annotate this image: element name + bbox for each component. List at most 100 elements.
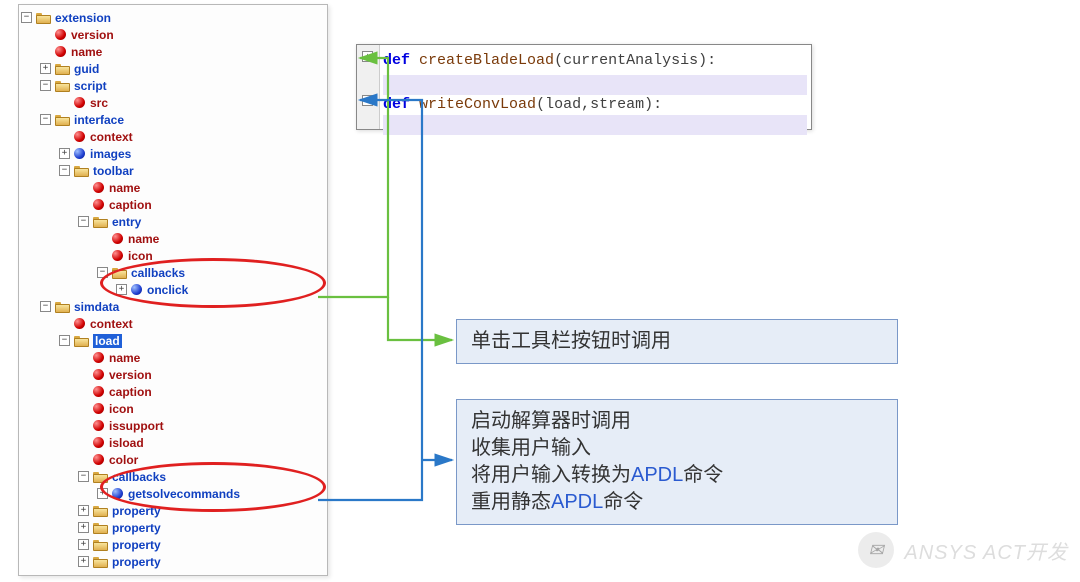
expander-icon[interactable]: − xyxy=(97,267,108,278)
tree-label[interactable]: callbacks xyxy=(112,470,166,484)
tree-label[interactable]: property xyxy=(112,521,161,535)
expander-icon[interactable]: + xyxy=(78,522,89,533)
tree-label[interactable]: property xyxy=(112,555,161,569)
expander-icon[interactable]: − xyxy=(21,12,32,23)
tree-node-simdata[interactable]: − simdata xyxy=(21,298,325,315)
tree-node-property[interactable]: + property xyxy=(21,536,325,553)
tree-label[interactable]: name xyxy=(71,45,102,59)
tree-node-getsolvecommands[interactable]: + getsolvecommands xyxy=(21,485,325,502)
tree-label[interactable]: script xyxy=(74,79,107,93)
tree-label[interactable]: load xyxy=(93,334,122,348)
tree-node-icon[interactable]: icon xyxy=(21,247,325,264)
tree-node-callbacks[interactable]: − callbacks xyxy=(21,264,325,281)
tree-label[interactable]: getsolvecommands xyxy=(128,487,240,501)
tree-label[interactable]: icon xyxy=(109,402,134,416)
tree-node-guid[interactable]: + guid xyxy=(21,60,325,77)
red-ball-icon xyxy=(74,131,85,142)
tree-node-version[interactable]: version xyxy=(21,366,325,383)
tree-label[interactable]: isload xyxy=(109,436,144,450)
expander-icon[interactable]: − xyxy=(40,301,51,312)
tree-label[interactable]: guid xyxy=(74,62,99,76)
tree-node-property[interactable]: + property xyxy=(21,519,325,536)
expander-icon[interactable]: + xyxy=(78,556,89,567)
folder-icon xyxy=(93,471,108,483)
tree-label[interactable]: entry xyxy=(112,215,141,229)
tree-node-isload[interactable]: isload xyxy=(21,434,325,451)
tree-label[interactable]: property xyxy=(112,538,161,552)
tree-node-context[interactable]: context xyxy=(21,128,325,145)
folder-icon xyxy=(112,267,127,279)
tree-label[interactable]: context xyxy=(90,130,133,144)
tree-label[interactable]: color xyxy=(109,453,138,467)
code-line xyxy=(383,75,807,95)
expander-icon[interactable]: − xyxy=(59,165,70,176)
expander-icon[interactable]: + xyxy=(78,539,89,550)
expander-icon[interactable]: − xyxy=(40,80,51,91)
tree-label[interactable]: name xyxy=(128,232,159,246)
expander-icon[interactable]: + xyxy=(116,284,127,295)
tree-label[interactable]: name xyxy=(109,181,140,195)
tree-label[interactable]: version xyxy=(71,28,114,42)
tree-node-name[interactable]: name xyxy=(21,230,325,247)
tree-node-caption[interactable]: caption xyxy=(21,196,325,213)
tree-node-icon[interactable]: icon xyxy=(21,400,325,417)
annotation-onclick: 单击工具栏按钮时调用 xyxy=(456,319,898,364)
tree-node-images[interactable]: + images xyxy=(21,145,325,162)
tree-node-color[interactable]: color xyxy=(21,451,325,468)
tree-label[interactable]: property xyxy=(112,504,161,518)
blue-ball-icon xyxy=(131,284,142,295)
blue-ball-icon xyxy=(74,148,85,159)
tree-label[interactable]: context xyxy=(90,317,133,331)
folder-icon xyxy=(55,80,70,92)
tree-node-name[interactable]: name xyxy=(21,179,325,196)
tree-label[interactable]: caption xyxy=(109,198,152,212)
expander-icon[interactable]: − xyxy=(40,114,51,125)
tree-label[interactable]: extension xyxy=(55,11,111,25)
tree-node-issupport[interactable]: issupport xyxy=(21,417,325,434)
tree-label[interactable]: callbacks xyxy=(131,266,185,280)
tree-label[interactable]: images xyxy=(90,147,131,161)
tree-node-src[interactable]: src xyxy=(21,94,325,111)
tree-node-interface[interactable]: − interface xyxy=(21,111,325,128)
tree-node-load[interactable]: − load xyxy=(21,332,325,349)
expander-icon[interactable]: − xyxy=(78,471,89,482)
tree-node-onclick[interactable]: + onclick xyxy=(21,281,325,298)
tree-label[interactable]: icon xyxy=(128,249,153,263)
tree-label[interactable]: src xyxy=(90,96,108,110)
tree-node-name[interactable]: name xyxy=(21,43,325,60)
annotation-onclick-text: 单击工具栏按钮时调用 xyxy=(471,330,671,352)
red-ball-icon xyxy=(93,386,104,397)
tree-label[interactable]: version xyxy=(109,368,152,382)
expander-icon[interactable]: + xyxy=(78,505,89,516)
expander-icon[interactable]: − xyxy=(59,335,70,346)
tree-node-toolbar[interactable]: − toolbar xyxy=(21,162,325,179)
tree-label[interactable]: issupport xyxy=(109,419,164,433)
tree-label[interactable]: simdata xyxy=(74,300,119,314)
tree-label[interactable]: interface xyxy=(74,113,124,127)
expander-icon[interactable]: + xyxy=(97,488,108,499)
folder-icon xyxy=(93,556,108,568)
code-fold-icon[interactable]: + xyxy=(362,51,373,62)
annotation-line: 将用户输入转换为APDL命令 xyxy=(471,462,883,489)
tree-node-property[interactable]: + property xyxy=(21,553,325,570)
tree-label[interactable]: name xyxy=(109,351,140,365)
tree-node-callbacks[interactable]: − callbacks xyxy=(21,468,325,485)
tree-node-extension[interactable]: − extension xyxy=(21,9,325,26)
tree-node-entry[interactable]: − entry xyxy=(21,213,325,230)
annotation-line: 启动解算器时调用 xyxy=(471,408,883,435)
code-fold-icon[interactable]: + xyxy=(362,95,373,106)
tree-node-script[interactable]: − script xyxy=(21,77,325,94)
expander-icon[interactable]: + xyxy=(40,63,51,74)
red-ball-icon xyxy=(93,403,104,414)
tree-label[interactable]: onclick xyxy=(147,283,188,297)
expander-icon[interactable]: + xyxy=(59,148,70,159)
tree-node-context[interactable]: context xyxy=(21,315,325,332)
expander-icon[interactable]: − xyxy=(78,216,89,227)
tree-label[interactable]: toolbar xyxy=(93,164,134,178)
code-snippet-box: ++ def createBladeLoad(currentAnalysis):… xyxy=(356,44,812,130)
tree-node-name[interactable]: name xyxy=(21,349,325,366)
tree-node-version[interactable]: version xyxy=(21,26,325,43)
tree-label[interactable]: caption xyxy=(109,385,152,399)
tree-node-property[interactable]: + property xyxy=(21,502,325,519)
tree-node-caption[interactable]: caption xyxy=(21,383,325,400)
